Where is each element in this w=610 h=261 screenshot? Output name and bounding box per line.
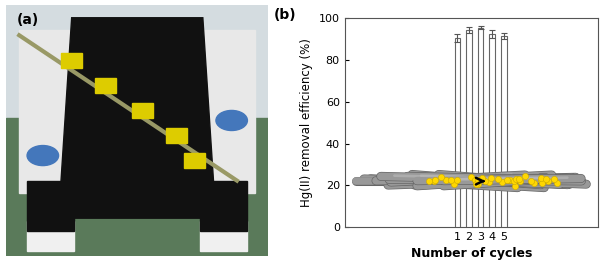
Bar [489, 34, 495, 227]
Bar [184, 153, 206, 168]
Ellipse shape [27, 146, 59, 165]
Text: (b): (b) [274, 8, 296, 22]
Bar [166, 128, 187, 143]
Bar [478, 28, 484, 227]
X-axis label: Number of cycles: Number of cycles [411, 247, 532, 260]
Bar [61, 53, 82, 68]
Bar [95, 78, 117, 93]
Bar [132, 103, 153, 118]
Y-axis label: Hg(II) removal efficiency (%): Hg(II) removal efficiency (%) [300, 38, 313, 207]
Bar [501, 36, 506, 227]
Bar [466, 30, 472, 227]
Ellipse shape [216, 110, 248, 130]
Text: (a): (a) [16, 13, 39, 27]
Polygon shape [59, 18, 216, 218]
Bar [454, 38, 461, 227]
